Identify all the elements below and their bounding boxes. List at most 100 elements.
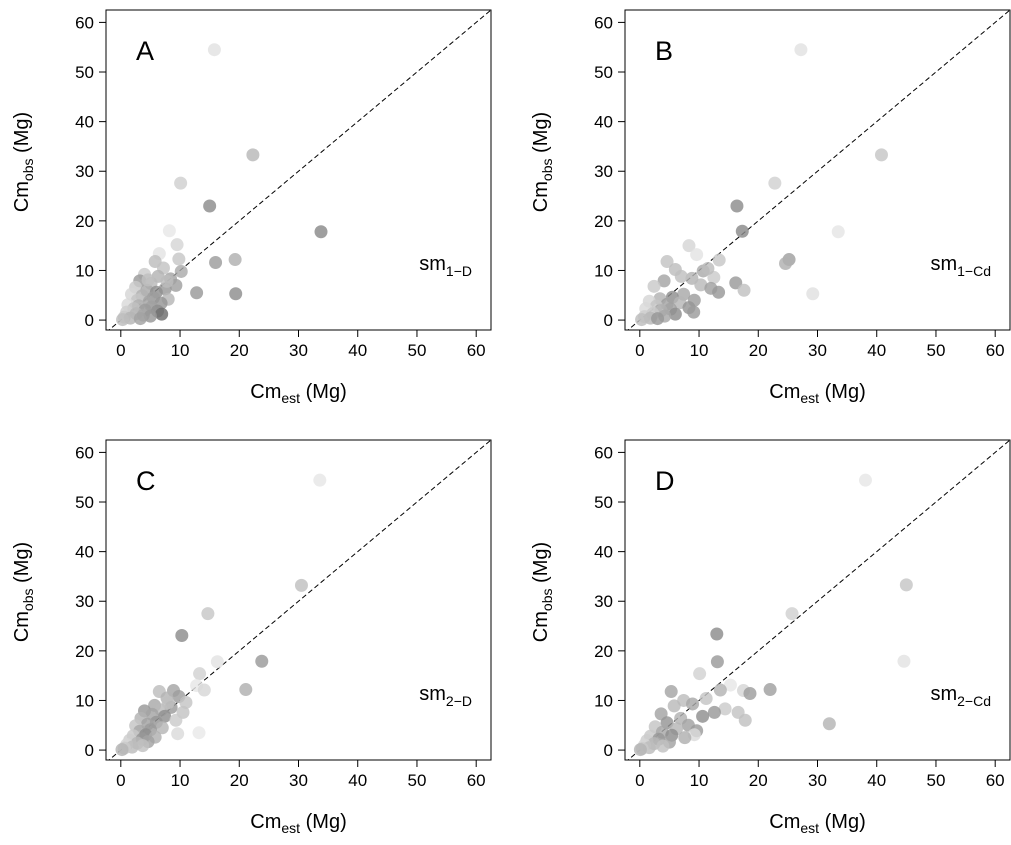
data-point	[314, 225, 328, 239]
data-point	[743, 687, 757, 701]
data-point	[255, 654, 269, 668]
data-point	[831, 225, 845, 239]
x-tick-label: 50	[408, 771, 427, 790]
data-point	[174, 176, 188, 190]
data-point	[729, 276, 743, 290]
x-tick-label: 10	[690, 771, 709, 790]
data-point	[710, 627, 724, 641]
data-point	[651, 312, 665, 326]
y-tick-label: 50	[75, 493, 94, 512]
data-point	[116, 313, 130, 327]
data-point	[699, 691, 713, 705]
y-tick-label: 50	[594, 493, 613, 512]
data-point	[115, 743, 129, 757]
data-point	[712, 253, 726, 267]
x-tick-label: 40	[348, 341, 367, 360]
y-tick-label: 60	[75, 13, 94, 32]
data-point	[172, 252, 186, 266]
y-tick-label: 10	[75, 261, 94, 280]
x-tick-label: 60	[467, 771, 486, 790]
y-tick-label: 0	[604, 311, 613, 330]
x-tick-label: 0	[635, 771, 644, 790]
data-point	[203, 199, 217, 213]
y-tick-label: 20	[75, 642, 94, 661]
data-point	[735, 224, 749, 238]
y-tick-label: 30	[75, 592, 94, 611]
data-point	[682, 239, 696, 253]
data-point	[193, 667, 207, 681]
data-point	[712, 285, 726, 299]
data-point	[633, 743, 647, 757]
x-tick-label: 30	[808, 771, 827, 790]
y-tick-label: 20	[594, 212, 613, 231]
y-tick-label: 30	[594, 162, 613, 181]
points	[633, 473, 913, 757]
y-tick-label: 10	[594, 261, 613, 280]
data-point	[768, 176, 782, 190]
data-point	[228, 253, 242, 267]
model-label: sm2−Cd	[930, 683, 991, 709]
y-tick-label: 30	[594, 592, 613, 611]
x-tick-label: 20	[230, 341, 249, 360]
data-point	[718, 702, 732, 716]
y-tick-label: 20	[75, 212, 94, 231]
data-point	[656, 739, 670, 753]
data-point	[155, 307, 169, 321]
data-point	[667, 699, 681, 713]
data-point	[664, 685, 678, 699]
y-tick-label: 10	[594, 691, 613, 710]
data-point	[647, 279, 661, 293]
y-tick-label: 60	[594, 13, 613, 32]
x-tick-label: 30	[289, 771, 308, 790]
y-tick-label: 0	[85, 311, 94, 330]
data-point	[171, 727, 185, 741]
x-tick-label: 20	[749, 771, 768, 790]
y-tick-label: 0	[604, 741, 613, 760]
model-label: sm2−D	[419, 683, 472, 709]
data-point	[694, 278, 708, 292]
data-point	[133, 312, 147, 326]
x-tick-label: 20	[230, 771, 249, 790]
data-point	[136, 739, 150, 753]
data-point	[210, 655, 224, 669]
data-point	[822, 717, 836, 731]
panel-c: 0 10 20 30 40 50 60 0 10 20 30 40 50 60 Cmest (Mg) Cmob…	[11, 439, 492, 836]
data-point	[143, 309, 157, 323]
model-label: sm1−Cd	[930, 253, 991, 279]
data-point	[294, 578, 308, 592]
data-point	[155, 721, 169, 735]
panel-letter: D	[655, 466, 675, 496]
data-point	[657, 274, 671, 288]
points	[115, 473, 327, 757]
x-tick-label: 60	[986, 341, 1005, 360]
x-tick-label: 40	[867, 341, 886, 360]
data-point	[174, 264, 188, 278]
y-axis-title: Cmobs (Mg)	[530, 112, 555, 212]
data-point	[660, 255, 674, 269]
y-tick-label: 60	[594, 443, 613, 462]
data-point	[779, 257, 793, 271]
x-tick-label: 40	[867, 771, 886, 790]
panel-letter: B	[655, 36, 673, 66]
data-point	[175, 628, 189, 642]
data-point	[239, 683, 253, 697]
y-axis-title: Cmobs (Mg)	[11, 112, 36, 212]
data-point	[209, 256, 223, 270]
y-tick-label: 50	[75, 63, 94, 82]
data-point	[141, 273, 155, 287]
data-point	[687, 305, 701, 319]
data-point	[313, 473, 327, 487]
x-axis-title: Cmest (Mg)	[250, 381, 346, 406]
y-axis-title: Cmobs (Mg)	[530, 542, 555, 642]
y-axis-title: Cmobs (Mg)	[11, 542, 36, 642]
points	[116, 43, 328, 327]
y-tick-label: 40	[594, 113, 613, 132]
data-point	[763, 683, 777, 697]
data-point	[806, 287, 820, 301]
x-tick-label: 10	[171, 771, 190, 790]
data-point	[738, 713, 752, 727]
x-tick-label: 10	[690, 341, 709, 360]
y-tick-label: 30	[75, 162, 94, 181]
x-tick-label: 60	[986, 771, 1005, 790]
